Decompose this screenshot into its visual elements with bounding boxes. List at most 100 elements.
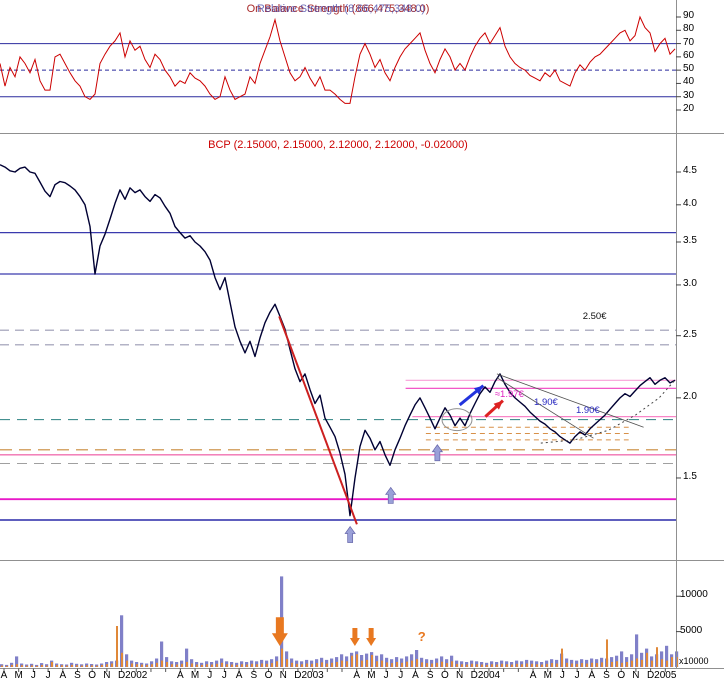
volume-bar	[601, 662, 603, 667]
volume-bar	[66, 665, 68, 667]
volume-bar	[151, 664, 153, 667]
volume-bar	[241, 664, 243, 667]
x-axis-label: A	[529, 670, 537, 681]
volume-bar	[431, 663, 433, 667]
volume-bar	[236, 664, 238, 667]
volume-bar	[286, 659, 288, 667]
volume-bar	[116, 626, 118, 667]
volume-bar	[376, 661, 378, 667]
x-axis-label: S	[426, 670, 434, 681]
volume-bar	[306, 663, 308, 667]
x-axis-label: J	[207, 670, 213, 681]
volume-bar	[356, 654, 358, 667]
volume-bar	[521, 664, 523, 667]
volume-bar	[15, 656, 19, 667]
volume-bar	[305, 659, 309, 667]
volume-bar	[541, 664, 543, 667]
volume-bar	[591, 662, 593, 667]
indicator-y-tick-label: 30	[683, 89, 695, 101]
volume-bar	[565, 658, 569, 667]
x-axis-label: 2004	[477, 670, 501, 681]
down-arrow-icon	[271, 617, 288, 646]
x-axis-label: A	[235, 670, 243, 681]
volume-bar	[1, 665, 3, 667]
volume-bar	[491, 664, 493, 667]
x-axis-label: D	[294, 670, 302, 681]
volume-bar	[636, 658, 638, 667]
volume-bar	[131, 663, 133, 667]
volume-bar	[71, 664, 73, 667]
volume-bar	[256, 664, 258, 667]
volume-bar	[430, 659, 434, 667]
volume-bar	[441, 661, 443, 667]
volume-bar	[555, 659, 559, 667]
volume-bar	[396, 662, 398, 667]
volume-bar	[321, 662, 323, 667]
indicator-line	[0, 15, 676, 104]
volume-annotation: ?	[417, 629, 426, 644]
x-axis-label: M	[367, 670, 376, 681]
volume-bar	[330, 658, 334, 667]
x-axis-label: O	[264, 670, 273, 681]
volume-bar	[11, 664, 13, 667]
x-axis-label: 2002	[125, 670, 148, 681]
volume-bar	[535, 661, 539, 667]
volume-bar	[525, 659, 529, 667]
volume-bar	[505, 661, 509, 667]
up-arrow-icon	[385, 486, 397, 504]
price-y-tick-label: 4.0	[683, 197, 697, 209]
volume-bar	[551, 663, 553, 667]
volume-bar	[76, 665, 78, 667]
volume-bar	[641, 659, 643, 667]
x-axis-label: N	[279, 670, 287, 681]
volume-bar	[240, 661, 244, 667]
volume-bar	[91, 665, 93, 667]
volume-bar	[216, 663, 218, 667]
volume-bar	[526, 663, 528, 667]
volume-bar	[301, 664, 303, 667]
x-axis-label: S	[250, 670, 258, 681]
volume-bar	[311, 663, 313, 667]
volume-bar	[26, 665, 28, 667]
x-axis-label: J	[30, 670, 36, 681]
highlight-ellipse	[441, 408, 473, 432]
x-axis-label: O	[440, 670, 449, 681]
volume-bar	[556, 663, 558, 667]
x-axis-label: J	[45, 670, 51, 681]
x-axis-label: N	[455, 670, 464, 681]
indicator-y-tick-label: 40	[683, 76, 695, 88]
indicator-y-tick-label: 70	[683, 36, 695, 48]
x-axis-label: N	[632, 670, 640, 681]
volume-bar	[506, 664, 508, 667]
volume-bar	[626, 662, 628, 667]
volume-bar	[346, 661, 348, 667]
volume-bar	[511, 664, 513, 667]
volume-bar	[606, 639, 608, 667]
volume-bar	[341, 660, 343, 667]
price-y-tick-label: 2.5	[683, 328, 697, 340]
price-title: BCP (2.15000, 2.15000, 2.12000, 2.12000,…	[208, 139, 468, 151]
volume-bar	[271, 663, 273, 667]
volume-bar	[620, 651, 624, 667]
volume-bar	[585, 659, 589, 667]
volume-bar	[101, 664, 103, 667]
volume-bar	[466, 664, 468, 667]
price-annotation: 1.90€	[534, 397, 558, 409]
volume-bar	[416, 659, 418, 667]
volume-bar	[326, 663, 328, 667]
volume-bar	[561, 648, 563, 667]
volume-bar	[631, 660, 633, 667]
x-axis-label: D	[117, 670, 126, 681]
volume-bar	[391, 663, 393, 667]
volume-bar	[225, 661, 229, 667]
volume-bar	[596, 663, 598, 667]
x-axis-label: O	[617, 670, 626, 681]
volume-bar	[536, 664, 538, 667]
volume-bar	[120, 615, 124, 667]
x-axis-label: J	[398, 670, 404, 681]
volume-bar	[231, 664, 233, 667]
volume-bar	[141, 664, 143, 667]
volume-bar	[31, 665, 33, 667]
